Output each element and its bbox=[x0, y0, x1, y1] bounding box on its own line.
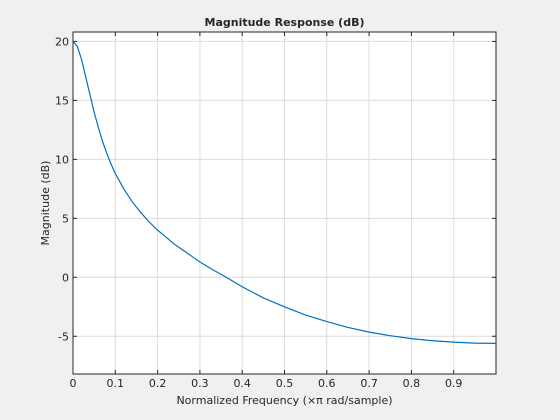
y-tick-label: -5 bbox=[58, 330, 69, 343]
x-axis-label: Normalized Frequency (×π rad/sample) bbox=[176, 394, 392, 407]
series-line-magnitude bbox=[72, 41, 497, 344]
y-tick-label: 0 bbox=[62, 271, 69, 284]
y-tick-label: 15 bbox=[55, 94, 69, 107]
y-axis-label: Magnitude (dB) bbox=[39, 161, 52, 246]
x-axis-ticks: 0 0.1 0.2 0.3 0.4 0.5 0.6 0.7 0.8 0.9 bbox=[70, 32, 463, 390]
y-tick-label: 10 bbox=[55, 153, 69, 166]
grid bbox=[72, 32, 496, 374]
x-tick-label: 0.8 bbox=[403, 377, 421, 390]
x-tick-label: 0.6 bbox=[318, 377, 336, 390]
x-tick-label: 0.4 bbox=[233, 377, 251, 390]
y-tick-label: 20 bbox=[55, 35, 69, 48]
x-tick-label: 0.1 bbox=[107, 377, 125, 390]
x-tick-label: 0 bbox=[70, 377, 77, 390]
y-tick-label: 5 bbox=[62, 212, 69, 225]
x-tick-label: 0.3 bbox=[191, 377, 209, 390]
x-tick-label: 0.5 bbox=[276, 377, 294, 390]
chart-title: Magnitude Response (dB) bbox=[205, 16, 365, 29]
x-tick-label: 0.9 bbox=[445, 377, 463, 390]
x-tick-label: 0.7 bbox=[360, 377, 378, 390]
x-tick-label: 0.2 bbox=[149, 377, 167, 390]
